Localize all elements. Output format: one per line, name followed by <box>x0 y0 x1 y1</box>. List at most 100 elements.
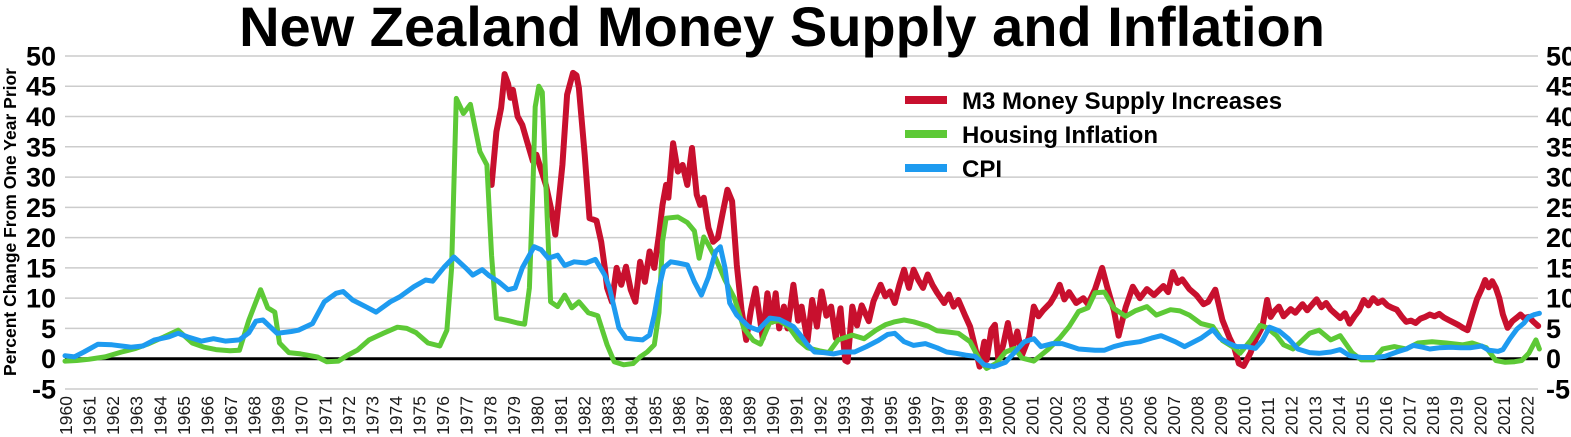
x-tick-year-label: 1970 <box>292 396 312 435</box>
x-tick-year-label: 1964 <box>150 396 170 435</box>
x-tick-year-label: 2007 <box>1164 396 1184 435</box>
x-tick-year-label: 1997 <box>928 396 948 435</box>
x-tick-year-label: 2018 <box>1423 396 1443 435</box>
x-tick-year-label: 1966 <box>197 396 217 435</box>
x-tick-year-label: 1965 <box>174 396 194 435</box>
y-tick-label: 25 <box>1546 193 1571 223</box>
y-tick-label: 0 <box>41 344 56 374</box>
x-tick-year-label: 1981 <box>551 396 571 435</box>
x-tick-year-label: 1980 <box>527 396 547 435</box>
x-tick-year-label: 2011 <box>1258 397 1278 435</box>
series-line-m3-money-supply-increases <box>488 69 1542 370</box>
y-tick-label: 15 <box>26 253 56 283</box>
x-tick-year-label: 1979 <box>504 396 524 435</box>
x-tick-year-label: 1962 <box>103 396 123 435</box>
x-tick-year-label: 1976 <box>433 396 453 435</box>
y-tick-label: 40 <box>1546 102 1571 132</box>
x-tick-year-label: 1988 <box>716 396 736 435</box>
x-tick-year-label: 1998 <box>952 396 972 435</box>
x-tick-year-label: 1995 <box>881 396 901 435</box>
x-tick-year-label: 2001 <box>1022 396 1042 435</box>
x-tick-year-label: 1984 <box>622 396 642 435</box>
x-tick-year-label: 2014 <box>1329 396 1349 435</box>
x-tick-year-label: 1968 <box>245 396 265 435</box>
x-tick-year-label: 1967 <box>221 396 241 435</box>
x-tick-year-label: 2019 <box>1447 396 1467 435</box>
y-axis-title: Percent Change From One Year Prior <box>0 68 20 376</box>
x-tick-year-label: 2015 <box>1352 396 1372 435</box>
legend: M3 Money Supply Increases Housing Inflat… <box>905 88 1282 183</box>
x-tick-year-label: 2006 <box>1140 396 1160 435</box>
x-tick-year-label: 1989 <box>740 396 760 435</box>
y-tick-label: 15 <box>1546 253 1571 283</box>
x-axis-year-labels: 1960 1961 1962 1963 1964 1965 1966 1967 1968 1969… <box>56 396 1537 435</box>
legend-label-m3-money-supply: M3 Money Supply Increases <box>962 88 1282 115</box>
x-tick-year-label: 1992 <box>810 396 830 435</box>
legend-label-cpi: CPI <box>962 156 1002 183</box>
x-tick-year-label: 2022 <box>1517 396 1537 435</box>
y-tick-label: 40 <box>26 102 56 132</box>
y-tick-label: 25 <box>26 193 56 223</box>
x-tick-year-label: 1990 <box>763 396 783 435</box>
x-tick-year-label: 1969 <box>268 396 288 435</box>
x-tick-year-label: 1961 <box>80 396 100 435</box>
y-tick-label: -5 <box>32 374 56 404</box>
y-tick-label: 45 <box>26 72 56 102</box>
y-tick-label: 5 <box>1546 314 1561 344</box>
x-tick-year-label: 1974 <box>386 396 406 435</box>
x-tick-year-label: 1991 <box>787 396 807 435</box>
x-tick-year-label: 1996 <box>905 396 925 435</box>
y-tick-label: 5 <box>41 314 56 344</box>
x-tick-year-label: 1975 <box>410 396 430 435</box>
x-tick-year-label: 1977 <box>457 396 477 435</box>
legend-label-housing-inflation: Housing Inflation <box>962 122 1158 149</box>
x-tick-year-label: 2020 <box>1470 396 1490 435</box>
data-series-lines <box>62 69 1542 371</box>
x-tick-year-label: 1978 <box>480 396 500 435</box>
y-tick-label: 50 <box>1546 41 1571 71</box>
x-tick-year-label: 1963 <box>127 396 147 435</box>
x-tick-year-label: 2017 <box>1400 396 1420 435</box>
x-tick-year-label: 2013 <box>1305 396 1325 435</box>
y-tick-label: 10 <box>26 284 56 314</box>
x-tick-year-label: 2008 <box>1187 396 1207 435</box>
series-line-cpi <box>62 244 1542 370</box>
x-tick-year-label: 2005 <box>1117 396 1137 435</box>
x-tick-year-label: 2009 <box>1211 396 1231 435</box>
x-tick-year-label: 2003 <box>1070 396 1090 435</box>
y-tick-label: 30 <box>26 163 56 193</box>
y-tick-label: 0 <box>1546 344 1561 374</box>
x-tick-year-label: 1986 <box>669 396 689 435</box>
x-tick-year-label: 1960 <box>56 396 76 435</box>
x-tick-year-label: 1985 <box>645 396 665 435</box>
y-tick-label: 30 <box>1546 163 1571 193</box>
x-tick-year-label: 1971 <box>315 396 335 435</box>
chart-title: New Zealand Money Supply and Inflation <box>239 0 1325 58</box>
y-tick-label: 50 <box>26 41 56 71</box>
x-tick-year-label: 2010 <box>1235 396 1255 435</box>
x-tick-year-label: 2004 <box>1093 396 1113 435</box>
x-tick-year-label: 2002 <box>1046 396 1066 435</box>
y-tick-label: -5 <box>1546 374 1570 404</box>
y-tick-label: 35 <box>1546 132 1571 162</box>
x-tick-year-label: 1999 <box>975 396 995 435</box>
x-tick-year-label: 1993 <box>834 396 854 435</box>
x-tick-year-label: 2021 <box>1494 396 1514 435</box>
x-tick-year-label: 2000 <box>999 396 1019 435</box>
y-tick-label: 20 <box>1546 223 1571 253</box>
x-tick-year-label: 2012 <box>1282 396 1302 435</box>
y-tick-label: 45 <box>1546 72 1571 102</box>
y-tick-label: 20 <box>26 223 56 253</box>
x-tick-year-label: 1987 <box>692 396 712 435</box>
x-tick-year-label: 1983 <box>598 396 618 435</box>
x-tick-year-label: 1973 <box>362 396 382 435</box>
x-tick-year-label: 1972 <box>339 396 359 435</box>
x-tick-year-label: 2016 <box>1376 396 1396 435</box>
y-tick-label: 10 <box>1546 284 1571 314</box>
y-tick-label: 35 <box>26 132 56 162</box>
x-tick-year-label: 1982 <box>575 396 595 435</box>
